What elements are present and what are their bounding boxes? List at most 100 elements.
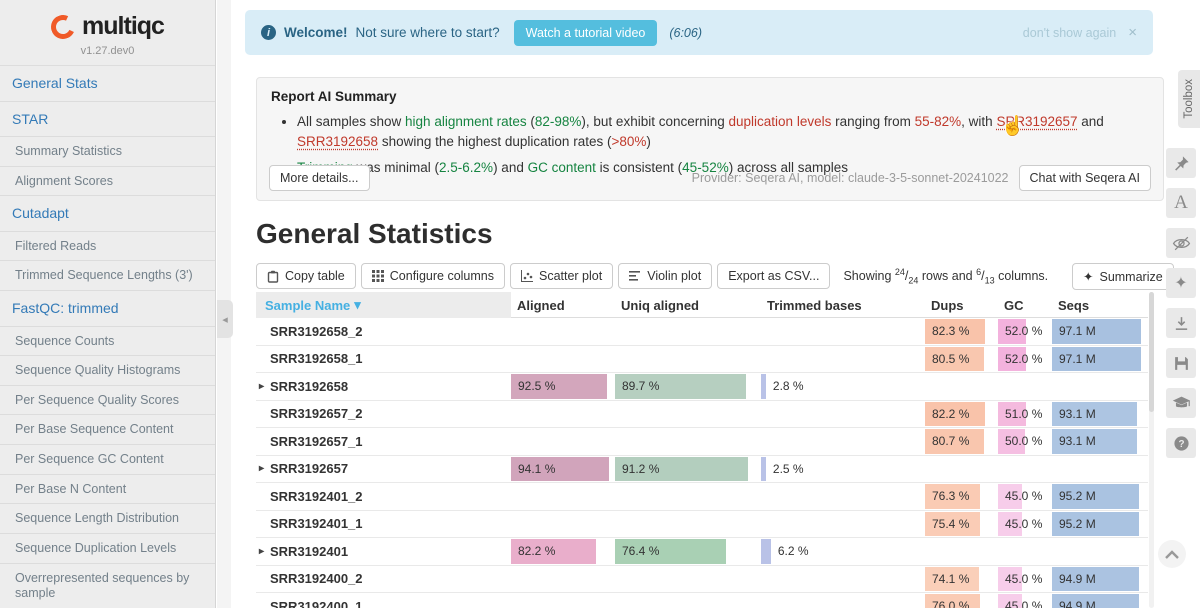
sidebar-nav: General StatsSTARSummary StatisticsAlign… xyxy=(0,66,215,608)
scroll-to-top-button[interactable] xyxy=(1158,540,1186,568)
sidebar-item-filtered-reads[interactable]: Filtered Reads xyxy=(0,232,215,262)
sidebar-item-per-sequence-gc-content[interactable]: Per Sequence GC Content xyxy=(0,445,215,475)
seqs-cell xyxy=(1052,373,1148,400)
sample-link[interactable]: SRR3192658 xyxy=(297,134,378,149)
sample-name-cell[interactable]: ▸SRR3192658 xyxy=(256,373,511,400)
download-button[interactable] xyxy=(1166,308,1196,338)
sidebar-item-star[interactable]: STAR xyxy=(0,102,215,138)
aligned-value: 82.2 % xyxy=(518,544,555,558)
uniq-cell: 76.4 % xyxy=(615,538,761,565)
sidebar-item-alignment-scores[interactable]: Alignment Scores xyxy=(0,167,215,197)
sidebar-item-sequence-length-distribution[interactable]: Sequence Length Distribution xyxy=(0,504,215,534)
table-row: ▸SRR319265892.5 %89.7 %2.8 % xyxy=(256,373,1148,401)
sidebar-item-sequence-quality-histograms[interactable]: Sequence Quality Histograms xyxy=(0,356,215,386)
sparkle-icon: ✦ xyxy=(1083,269,1093,284)
seqs-value: 97.1 M xyxy=(1059,352,1096,366)
general-stats-table: Sample Name ▾ Aligned Uniq aligned Trimm… xyxy=(256,292,1148,608)
table-row: SRR3192658_180.5 %52.0 %97.1 M xyxy=(256,346,1148,374)
toolbox-tab[interactable]: Toolbox xyxy=(1178,70,1200,128)
expand-row-icon[interactable]: ▸ xyxy=(259,546,264,557)
sidebar-item-per-base-n-content[interactable]: Per Base N Content xyxy=(0,475,215,505)
dont-show-again-link[interactable]: don't show again xyxy=(1023,26,1116,40)
aligned-value: 92.5 % xyxy=(518,379,555,393)
violin-plot-button[interactable]: Violin plot xyxy=(618,263,712,289)
close-icon[interactable]: × xyxy=(1128,24,1137,41)
column-header-sample-name[interactable]: Sample Name ▾ xyxy=(256,292,511,318)
sidebar-item-summary-statistics[interactable]: Summary Statistics xyxy=(0,137,215,167)
help-button[interactable]: ? xyxy=(1166,428,1196,458)
sample-name-cell[interactable]: ▸SRR3192657 xyxy=(256,456,511,483)
sample-name: SRR3192658_2 xyxy=(270,324,363,339)
more-details-button[interactable]: More details... xyxy=(269,165,370,191)
summarize-button[interactable]: ✦ Summarize xyxy=(1072,263,1174,290)
save-settings-button[interactable] xyxy=(1166,348,1196,378)
sample-name-cell[interactable]: ▸SRR3192401 xyxy=(256,538,511,565)
sample-name: SRR3192400_2 xyxy=(270,571,363,586)
trimmed-cell xyxy=(761,593,925,608)
export-csv-button[interactable]: Export as CSV... xyxy=(717,263,830,289)
pin-toolbox-button[interactable] xyxy=(1166,148,1196,178)
seqs-value: 97.1 M xyxy=(1059,324,1096,338)
sidebar-item-cutadapt[interactable]: Cutadapt xyxy=(0,196,215,232)
sidebar-item-per-sequence-quality-scores[interactable]: Per Sequence Quality Scores xyxy=(0,386,215,416)
dups-cell: 76.0 % xyxy=(925,593,998,608)
column-header-trimmed-bases[interactable]: Trimmed bases xyxy=(761,298,925,313)
sample-name-cell[interactable]: SRR3192658_2 xyxy=(256,318,511,345)
sidebar-item-sequence-counts[interactable]: Sequence Counts xyxy=(0,327,215,357)
highlight-samples-button[interactable]: A xyxy=(1166,188,1196,218)
column-header-aligned[interactable]: Aligned xyxy=(511,298,615,313)
sample-name-cell[interactable]: SRR3192658_1 xyxy=(256,346,511,373)
chat-with-seqera-button[interactable]: Chat with Seqera AI xyxy=(1019,165,1151,191)
multiqc-logo[interactable]: multiqc xyxy=(0,12,215,41)
sample-name-cell[interactable]: SRR3192401_1 xyxy=(256,511,511,538)
seqs-cell: 95.2 M xyxy=(1052,483,1148,510)
sidebar-item-general-stats[interactable]: General Stats xyxy=(0,66,215,102)
column-header-uniq-aligned[interactable]: Uniq aligned xyxy=(615,298,761,313)
sample-link[interactable]: SRR3192657 xyxy=(996,114,1077,129)
sidebar-item-trimmed-sequence-lengths-3[interactable]: Trimmed Sequence Lengths (3') xyxy=(0,261,215,291)
aligned-cell xyxy=(511,483,615,510)
gc-value: 45.0 % xyxy=(1005,517,1042,531)
table-scrollbar[interactable] xyxy=(1149,292,1154,608)
copy-table-button[interactable]: Copy table xyxy=(256,263,356,289)
sidebar-item-per-base-sequence-content[interactable]: Per Base Sequence Content xyxy=(0,415,215,445)
column-header-seqs[interactable]: Seqs xyxy=(1052,298,1148,313)
sample-name-cell[interactable]: SRR3192657_2 xyxy=(256,401,511,428)
configure-columns-button[interactable]: Configure columns xyxy=(361,263,505,289)
sidebar-item-overrepresented-sequences-by-sample[interactable]: Overrepresented sequences by sample xyxy=(0,564,215,608)
expand-row-icon[interactable]: ▸ xyxy=(259,381,264,392)
uniq-cell xyxy=(615,511,761,538)
ai-summary-title: Report AI Summary xyxy=(271,89,1149,104)
gc-value: 51.0 % xyxy=(1005,407,1042,421)
sample-name-cell[interactable]: SRR3192401_2 xyxy=(256,483,511,510)
gc-cell: 45.0 % xyxy=(998,566,1052,593)
dups-cell xyxy=(925,538,998,565)
sidebar-item-fastqc-trimmed[interactable]: FastQC: trimmed xyxy=(0,291,215,327)
scatter-plot-button[interactable]: Scatter plot xyxy=(510,263,613,289)
expand-row-icon[interactable]: ▸ xyxy=(259,463,264,474)
tutorial-button[interactable] xyxy=(1166,388,1196,418)
seqs-cell: 93.1 M xyxy=(1052,401,1148,428)
download-icon xyxy=(1173,315,1190,332)
trimmed-bar xyxy=(761,457,766,482)
sidebar: multiqc v1.27.dev0 General StatsSTARSumm… xyxy=(0,0,216,608)
dups-value: 80.5 % xyxy=(932,352,969,366)
aligned-cell xyxy=(511,428,615,455)
column-header-dups[interactable]: Dups xyxy=(925,298,998,313)
trimmed-cell xyxy=(761,511,925,538)
column-header-gc[interactable]: GC xyxy=(998,298,1052,313)
dups-value: 75.4 % xyxy=(932,517,969,531)
ai-summary-button[interactable]: ✦ xyxy=(1166,268,1196,298)
sample-name-cell[interactable]: SRR3192400_2 xyxy=(256,566,511,593)
sample-name-cell[interactable]: SRR3192400_1 xyxy=(256,593,511,608)
sample-name-cell[interactable]: SRR3192657_1 xyxy=(256,428,511,455)
seqs-cell: 97.1 M xyxy=(1052,346,1148,373)
sidebar-collapse-button[interactable]: ◂ xyxy=(217,300,233,338)
trimmed-cell xyxy=(761,401,925,428)
watch-tutorial-button[interactable]: Watch a tutorial video xyxy=(514,20,658,46)
sidebar-item-sequence-duplication-levels[interactable]: Sequence Duplication Levels xyxy=(0,534,215,564)
hide-samples-button[interactable] xyxy=(1166,228,1196,258)
uniq-cell: 91.2 % xyxy=(615,456,761,483)
page-title: General Statistics xyxy=(256,218,493,250)
multiqc-logo-icon xyxy=(48,11,79,42)
